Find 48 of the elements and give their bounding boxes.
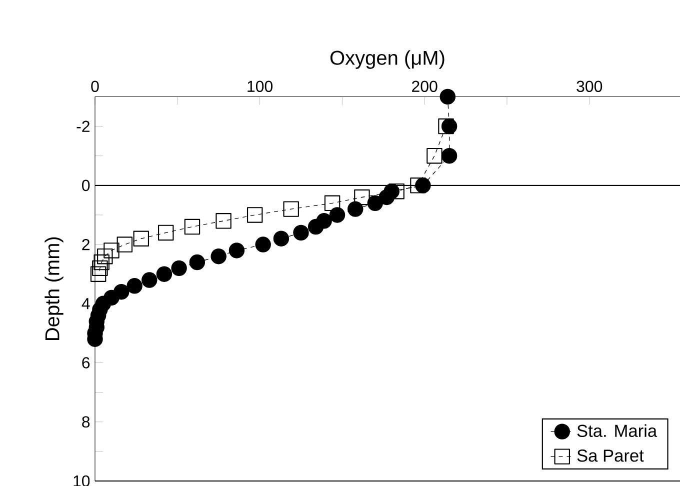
point: [329, 207, 346, 223]
point: [441, 148, 458, 164]
point: [184, 218, 200, 235]
x-tick-label: 200: [412, 80, 438, 92]
x-axis-title: Oxygen (μM): [330, 50, 444, 69]
point: [440, 88, 456, 105]
point: [324, 195, 340, 212]
point: [246, 207, 263, 223]
point: [210, 248, 226, 264]
point: [255, 236, 271, 252]
point: [142, 272, 158, 288]
point: [156, 266, 172, 282]
point: [92, 260, 108, 276]
point: [171, 260, 187, 276]
point: [133, 230, 150, 246]
y-tick-label: 8: [82, 416, 90, 428]
y-tick-label: -2: [76, 120, 90, 132]
point: [388, 183, 404, 200]
point: [228, 242, 245, 258]
point: [158, 224, 174, 241]
point: [367, 195, 384, 212]
y-axis-title: Depth (mm): [44, 237, 64, 340]
point: [438, 118, 454, 134]
legend-label: Sa Paret: [577, 450, 644, 462]
y-tick-label: 2: [82, 238, 90, 250]
point: [126, 278, 142, 294]
legend-label: Sta. Maria: [577, 424, 658, 438]
point: [283, 201, 299, 217]
point: [410, 178, 426, 194]
point: [97, 248, 113, 264]
point: [354, 189, 370, 206]
point: [90, 266, 106, 282]
point: [308, 218, 324, 235]
point: [348, 201, 364, 217]
point: [104, 242, 120, 258]
y-tick-label: 4: [82, 298, 90, 310]
x-tick-label: 300: [576, 80, 602, 92]
y-tick-label: 6: [82, 357, 90, 368]
point: [293, 224, 309, 241]
y-tick-label: 0: [82, 180, 90, 192]
point: [189, 254, 206, 270]
point: [116, 236, 133, 252]
point: [216, 213, 232, 229]
point: [94, 254, 110, 270]
x-tick-label: 100: [248, 80, 273, 92]
point: [426, 148, 442, 164]
point: [273, 230, 290, 246]
x-tick-label: 0: [91, 80, 99, 92]
